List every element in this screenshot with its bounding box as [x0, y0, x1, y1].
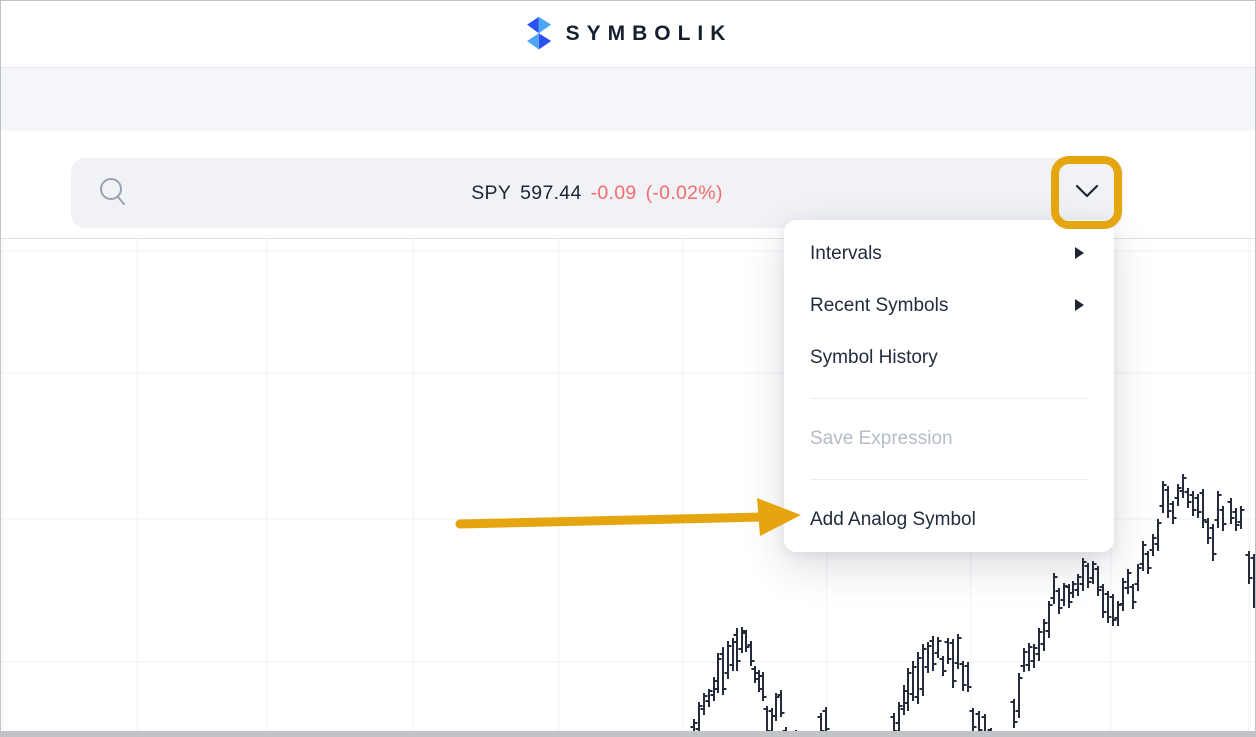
chart-top-divider [1, 238, 1255, 239]
quote-change: -0.09 [590, 181, 637, 204]
symbolik-mark-icon [526, 16, 551, 50]
menu-item-recent-symbols[interactable]: Recent Symbols [784, 280, 1114, 332]
brand-logo: SYMBOLIK [524, 14, 733, 54]
quote-display: SPY 597.44 -0.09 (-0.02%) [71, 182, 1123, 205]
horizontal-scrollbar[interactable] [1, 731, 1255, 736]
search-icon [97, 176, 129, 210]
brand-wordmark: SYMBOLIK [565, 22, 733, 45]
symbol-dropdown-menu: Intervals Recent Symbols Symbol History … [784, 220, 1114, 552]
quote-change-pct: (-0.02%) [645, 181, 723, 204]
app-header: SYMBOLIK [1, 1, 1255, 68]
menu-item-intervals[interactable]: Intervals [784, 228, 1114, 280]
subnav-band [1, 68, 1255, 131]
symbol-search-bar[interactable]: SPY 597.44 -0.09 (-0.02%) [71, 158, 1123, 228]
submenu-arrow-icon [1075, 295, 1084, 317]
menu-item-add-analog-symbol[interactable]: Add Analog Symbol [810, 509, 976, 530]
chevron-down-icon [1075, 184, 1099, 203]
quote-price: 597.44 [520, 181, 582, 204]
menu-divider [810, 479, 1088, 480]
submenu-arrow-icon [1075, 243, 1084, 265]
menu-divider [810, 398, 1088, 399]
quote-symbol: SPY [471, 181, 512, 204]
ohlc-price-bars [690, 474, 1255, 736]
menu-item-save-expression: Save Expression [810, 428, 953, 449]
dropdown-toggle-button[interactable] [1051, 158, 1123, 228]
menu-item-symbol-history[interactable]: Symbol History [810, 347, 938, 368]
